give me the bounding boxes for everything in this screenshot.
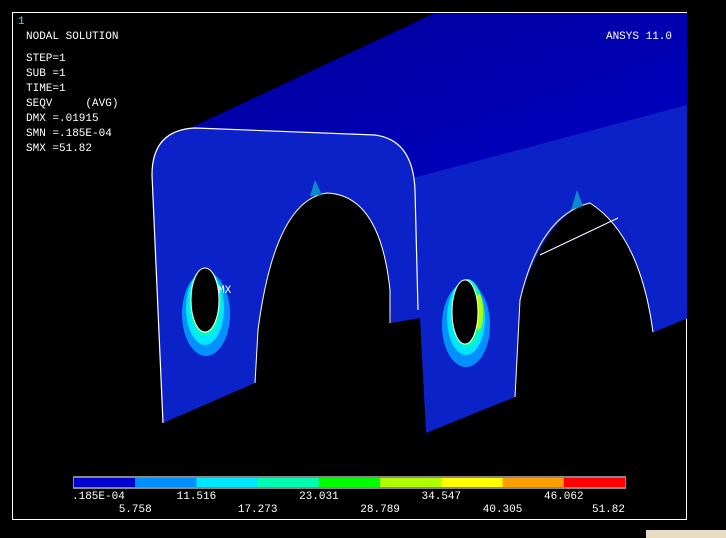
hole [190, 267, 220, 333]
edge [514, 202, 654, 398]
info-line: STEP=1 [26, 53, 66, 65]
info-line: SEQV (AVG) [26, 98, 118, 110]
legend-label: 5.758 [119, 504, 152, 516]
info-line: DMX =.01915 [26, 113, 99, 125]
legend-band [441, 478, 503, 487]
product-label: ANSYS 11.0 [606, 31, 672, 43]
legend-label: 17.273 [238, 504, 278, 516]
edge [151, 127, 419, 424]
legend-label: 51.82 [592, 504, 625, 516]
corner-thumbnail [646, 530, 726, 538]
edge [254, 192, 391, 384]
info-line: SUB =1 [26, 68, 66, 80]
stress-spot [571, 190, 583, 210]
model-top-surface [190, 13, 687, 178]
legend-band [74, 478, 136, 487]
plot-title: NODAL SOLUTION [26, 31, 118, 43]
legend-band [318, 478, 381, 487]
legend-label: 34.547 [422, 491, 462, 503]
max-marker: MX [218, 285, 232, 297]
stress-spot [310, 180, 322, 196]
legend-label: 23.031 [299, 491, 339, 503]
legend-band [380, 478, 442, 487]
legend-band [502, 478, 564, 487]
legend-band [196, 478, 258, 487]
info-line: SMX =51.82 [26, 143, 92, 155]
info-block: STEP=1 SUB =1 TIME=1 SEQV (AVG) DMX =.01915 S… [26, 53, 118, 155]
info-line: TIME=1 [26, 83, 66, 95]
legend-label: 40.305 [483, 504, 523, 516]
edge [539, 217, 619, 256]
legend-label: 11.516 [177, 491, 217, 503]
legend-label: 28.789 [360, 504, 400, 516]
legend-label: .185E-04 [72, 491, 125, 503]
hole [451, 279, 479, 345]
legend-band [563, 478, 625, 487]
legend-band [135, 478, 197, 487]
info-line: SMN =.185E-04 [26, 128, 112, 140]
legend-band [257, 478, 319, 487]
contour-legend: .185E-045.758 11.516 17.273 23.031 28.789 34.… [72, 476, 626, 516]
window-number: 1 [18, 16, 25, 28]
legend-label: 46.062 [544, 491, 584, 503]
